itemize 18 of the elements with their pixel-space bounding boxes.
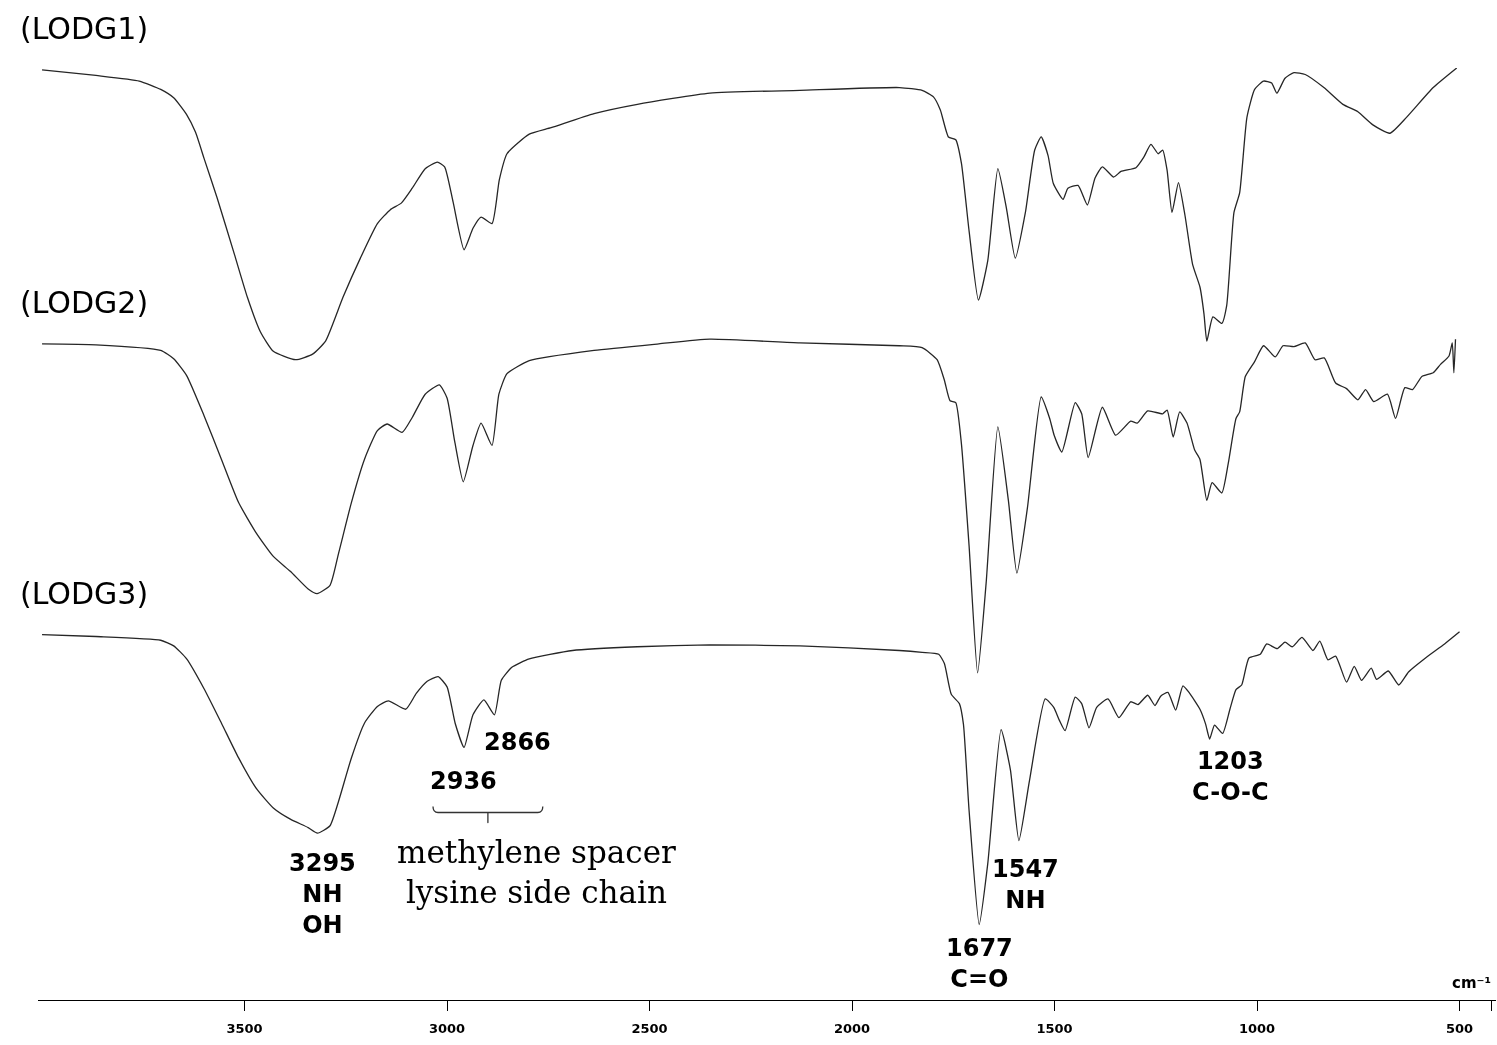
annotation: 1203 C-O-C <box>1192 747 1269 807</box>
annotation: 2866 <box>484 728 551 756</box>
x-tick-label: 3000 <box>428 1020 466 1036</box>
annotation: methylene spacer lysine side chain <box>397 834 677 911</box>
annotation: 1677 C=O <box>946 934 1013 994</box>
series-label: (LODG2) <box>20 285 149 320</box>
x-tick-label: 500 <box>1445 1020 1474 1036</box>
x-tick-label: 2000 <box>833 1020 871 1036</box>
x-tick-label: 1000 <box>1238 1020 1276 1036</box>
series-label: (LODG1) <box>20 11 149 46</box>
series-label: (LODG3) <box>20 576 149 611</box>
annotation: 3295 NH OH <box>289 849 356 940</box>
x-axis-title: cm⁻¹ <box>1452 974 1492 992</box>
x-tick-label: 2500 <box>631 1020 668 1036</box>
annotation: 1547 NH <box>992 855 1059 915</box>
annotation: 2936 <box>430 767 497 795</box>
x-tick-label: 3500 <box>226 1020 263 1036</box>
x-tick-label: 1500 <box>1036 1020 1073 1036</box>
